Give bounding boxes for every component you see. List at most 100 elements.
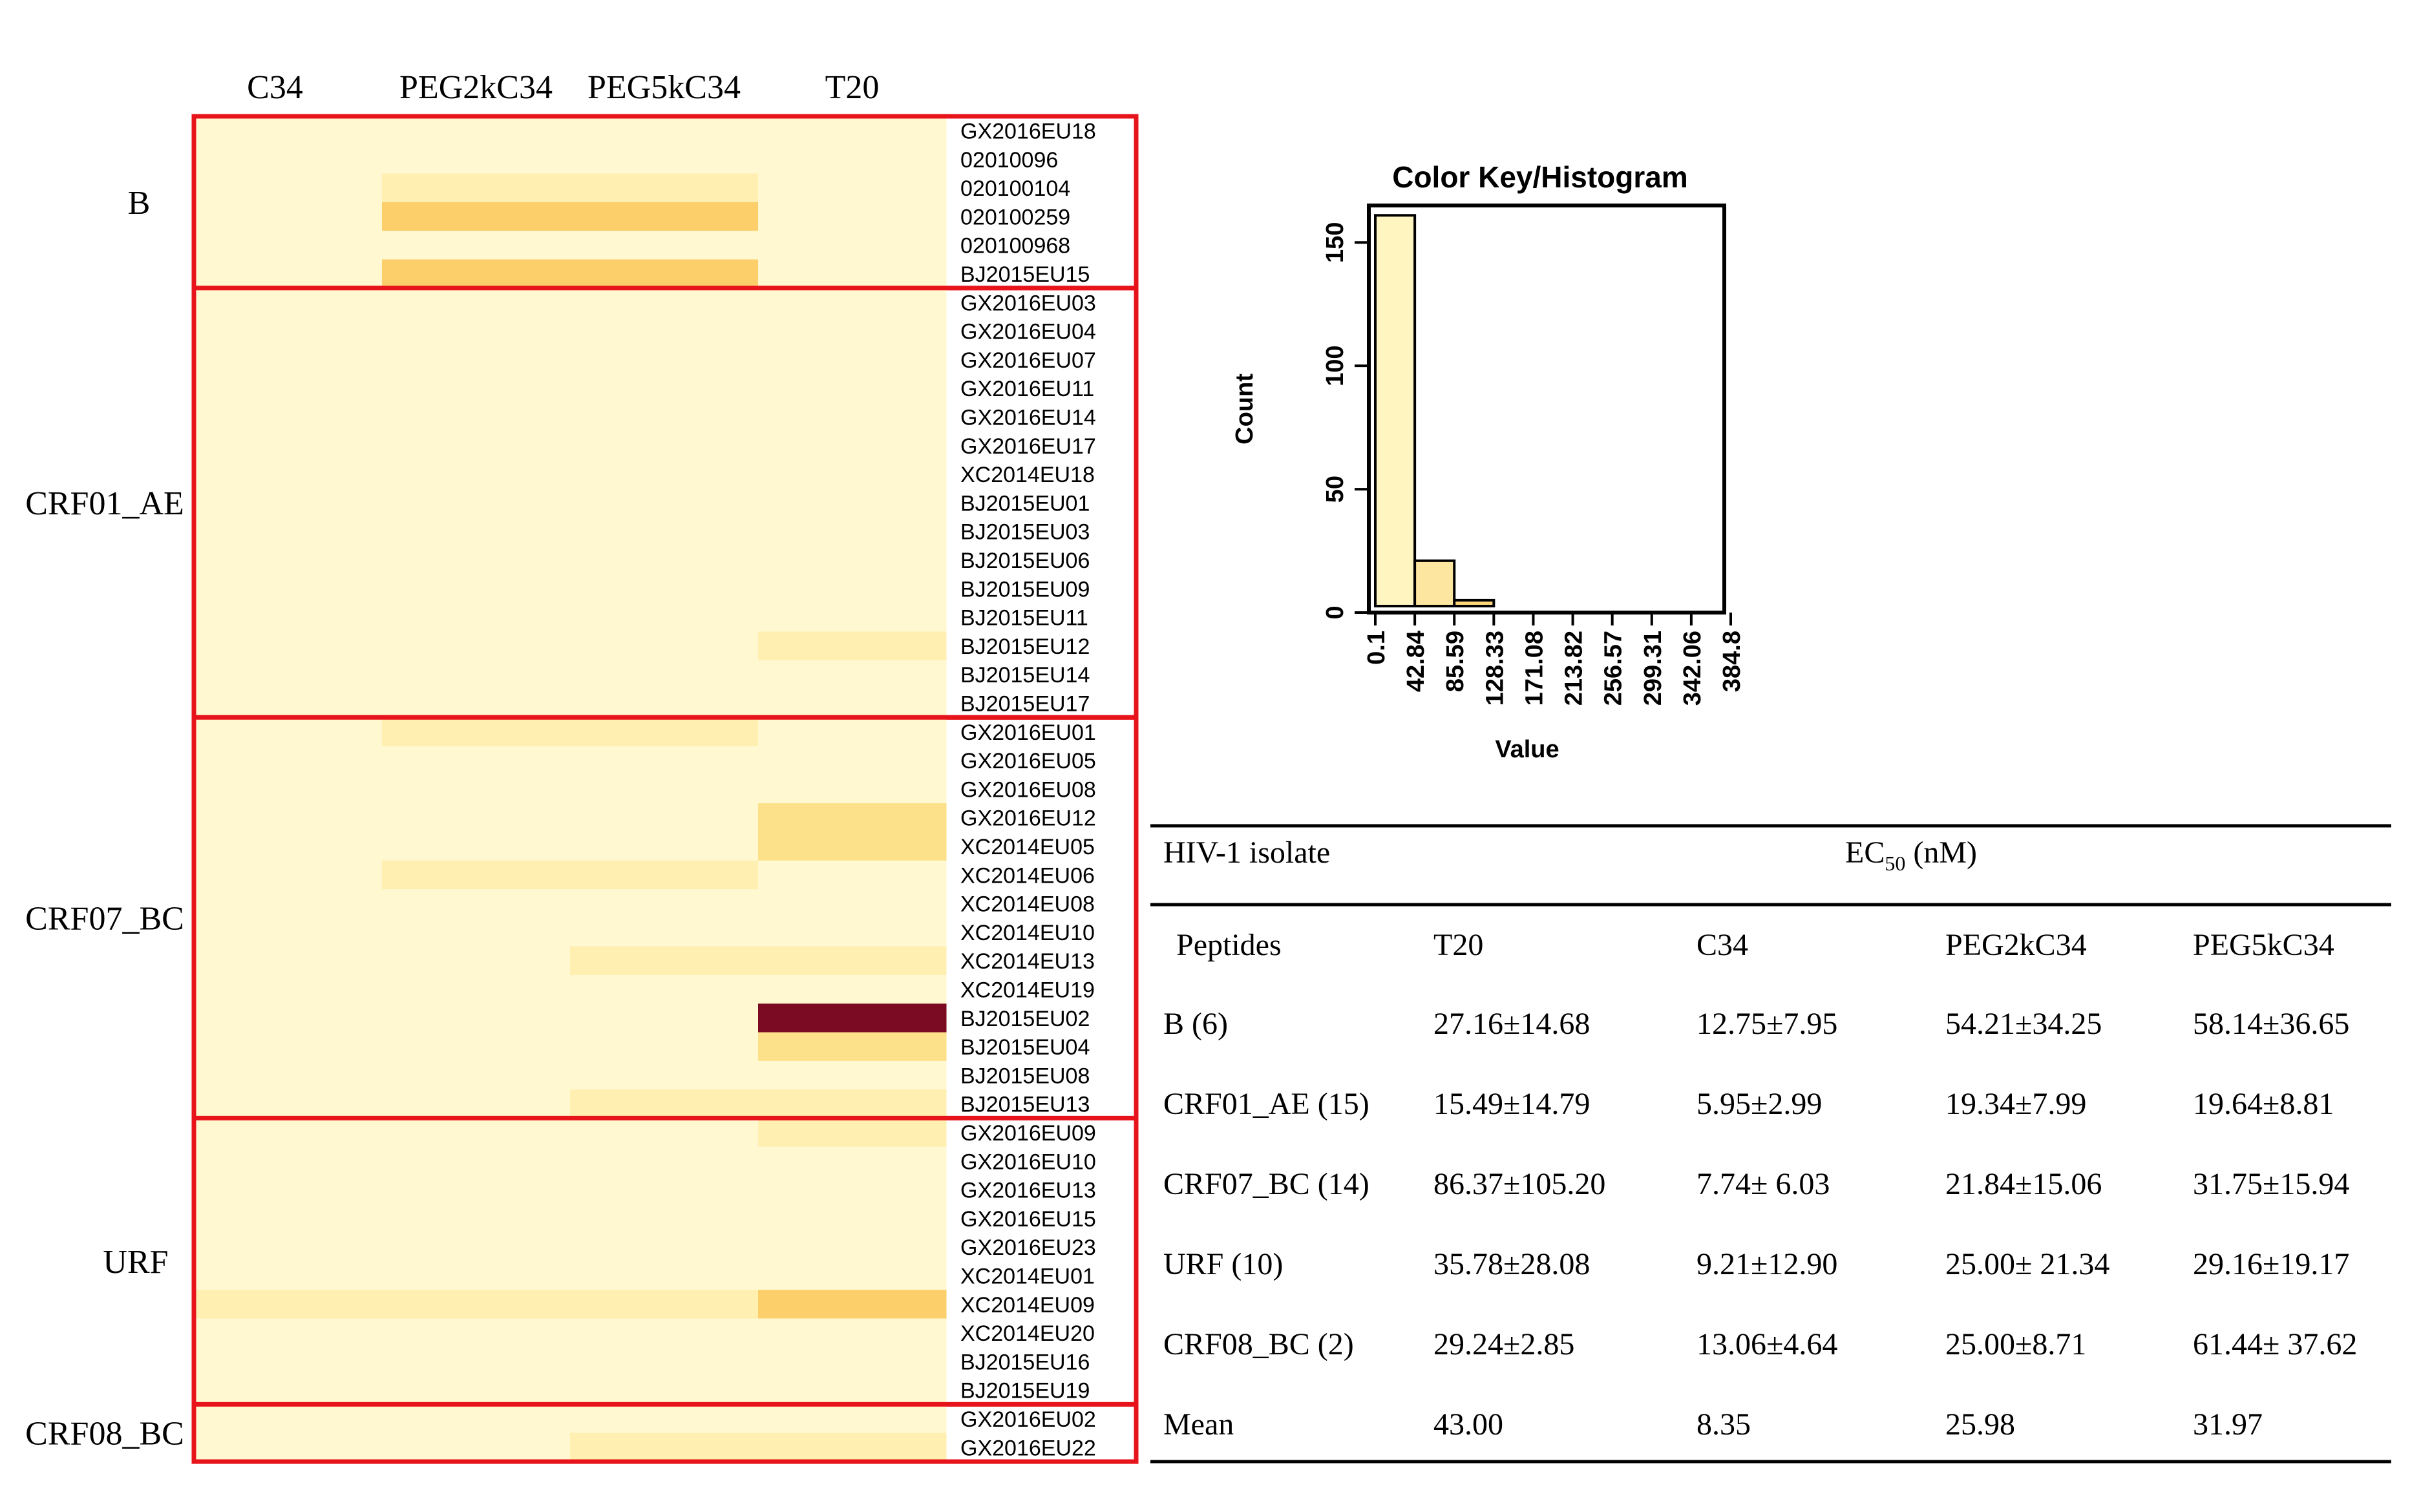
- heatmap-cell: [570, 1290, 759, 1319]
- heatmap-row-label: 020100968: [960, 234, 1070, 258]
- heatmap-cell: [758, 1003, 947, 1033]
- heatmap-cell: [382, 1318, 571, 1348]
- heatmap-cell: [194, 1003, 383, 1033]
- table-cell: 35.78±28.08: [1433, 1247, 1590, 1281]
- heatmap-row-label: XC2014EU05: [960, 835, 1095, 859]
- heatmap-cell: [194, 1404, 383, 1434]
- heatmap-group-label: CRF08_BC: [25, 1416, 184, 1453]
- ec-unit: (nM): [1905, 835, 1977, 870]
- heatmap-cell: [570, 1089, 759, 1118]
- heatmap-cell: [758, 373, 947, 403]
- heatmap-cell: [194, 746, 383, 775]
- heatmap-cell: [194, 1118, 383, 1148]
- heatmap-row-label: GX2016EU23: [960, 1235, 1096, 1260]
- heatmap-cell: [570, 1404, 759, 1434]
- heatmap-column-label: C34: [247, 69, 303, 106]
- heatmap-cell: [382, 660, 571, 689]
- heatmap-group-label: CRF01_AE: [25, 485, 184, 522]
- heatmap-row-label: GX2016EU07: [960, 348, 1096, 373]
- heatmap-cell: [758, 402, 947, 432]
- heatmap: C34 PEG2kC34 PEG5kC34 T20 GX2016EU18 02010096…: [25, 69, 1139, 1464]
- heatmap-cell: [194, 1232, 383, 1262]
- ec-main: EC: [1845, 835, 1885, 870]
- heatmap-cell: [382, 1347, 571, 1376]
- heatmap-cell: [194, 631, 383, 661]
- heatmap-cell: [758, 803, 947, 832]
- heatmap-cell: [194, 946, 383, 976]
- heatmap-cell: [758, 317, 947, 346]
- heatmap-cell: [758, 860, 947, 890]
- heatmap-cell: [758, 946, 947, 976]
- heatmap-cell: [570, 603, 759, 632]
- heatmap-cell: [570, 116, 759, 145]
- heatmap-cell: [194, 373, 383, 403]
- heatmap-row-label: XC2014EU09: [960, 1293, 1095, 1318]
- table-column-header: C34: [1697, 928, 1748, 962]
- heatmap-cell: [758, 717, 947, 747]
- heatmap-row-label: BJ2015EU15: [960, 262, 1090, 287]
- heatmap-cell: [758, 202, 947, 231]
- heatmap-cell: [570, 1376, 759, 1405]
- heatmap-cell: [758, 545, 947, 575]
- heatmap-cell: [758, 603, 947, 632]
- x-tick-label: 42.84: [1402, 631, 1430, 692]
- table-cell: 13.06±4.64: [1697, 1327, 1837, 1361]
- heatmap-cell: [194, 545, 383, 575]
- x-tick-label: 0.1: [1363, 631, 1390, 665]
- heatmap-cell: [382, 1204, 571, 1234]
- heatmap-row-label: BJ2015EU16: [960, 1350, 1090, 1374]
- heatmap-cell: [194, 1290, 383, 1319]
- heatmap-cell: [194, 345, 383, 375]
- heatmap-row-label: BJ2015EU03: [960, 520, 1090, 545]
- heatmap-cell: [570, 1433, 759, 1462]
- heatmap-cell: [758, 459, 947, 489]
- heatmap-cell: [194, 459, 383, 489]
- heatmap-row-label: BJ2015EU12: [960, 635, 1090, 659]
- heatmap-row-label: GX2016EU10: [960, 1150, 1096, 1174]
- heatmap-cell: [570, 488, 759, 518]
- heatmap-row-label: XC2014EU08: [960, 892, 1095, 917]
- heatmap-cell: [382, 1060, 571, 1090]
- x-tick-label: 213.82: [1561, 631, 1588, 706]
- table-cell: 21.84±15.06: [1945, 1167, 2102, 1201]
- heatmap-cell: [194, 1032, 383, 1062]
- heatmap-row-label: XC2014EU06: [960, 863, 1095, 888]
- heatmap-cell: [382, 946, 571, 976]
- heatmap-cell: [570, 402, 759, 432]
- table-header-ec50: EC50 (nM): [1845, 835, 1977, 875]
- heatmap-cell: [758, 288, 947, 317]
- heatmap-cell: [382, 402, 571, 432]
- x-tick-label: 128.33: [1481, 631, 1508, 706]
- heatmap-cell: [570, 1175, 759, 1204]
- heatmap-cell: [758, 1204, 947, 1234]
- heatmap-cell: [758, 832, 947, 861]
- heatmap-cell: [382, 860, 571, 890]
- heatmap-cell: [382, 1146, 571, 1176]
- heatmap-column-label: PEG5kC34: [587, 69, 741, 106]
- heatmap-cell: [194, 231, 383, 260]
- heatmap-cell: [382, 774, 571, 804]
- heatmap-cell: [758, 1175, 947, 1204]
- heatmap-cell: [570, 1146, 759, 1176]
- color-key-histogram: Color Key/Histogram 0 50 100 150 Count 0.1 42.8…: [1231, 160, 1746, 763]
- heatmap-cell: [758, 1232, 947, 1262]
- heatmap-cell: [382, 974, 571, 1004]
- heatmap-row-label: GX2016EU04: [960, 320, 1096, 344]
- heatmap-cell: [382, 803, 571, 832]
- heatmap-cell: [758, 688, 947, 718]
- heatmap-cell: [382, 173, 571, 203]
- heatmap-cell: [382, 603, 571, 632]
- heatmap-cell: [382, 1261, 571, 1290]
- heatmap-cell: [570, 1204, 759, 1234]
- heatmap-cell: [570, 631, 759, 661]
- heatmap-cell: [382, 918, 571, 947]
- heatmap-row-label: BJ2015EU01: [960, 491, 1090, 516]
- heatmap-cell: [382, 259, 571, 289]
- heatmap-cell: [570, 1232, 759, 1262]
- heatmap-cell: [194, 1146, 383, 1176]
- heatmap-cell: [194, 974, 383, 1004]
- heatmap-cell: [382, 631, 571, 661]
- table-cell: 8.35: [1697, 1407, 1751, 1442]
- heatmap-cell: [758, 1060, 947, 1090]
